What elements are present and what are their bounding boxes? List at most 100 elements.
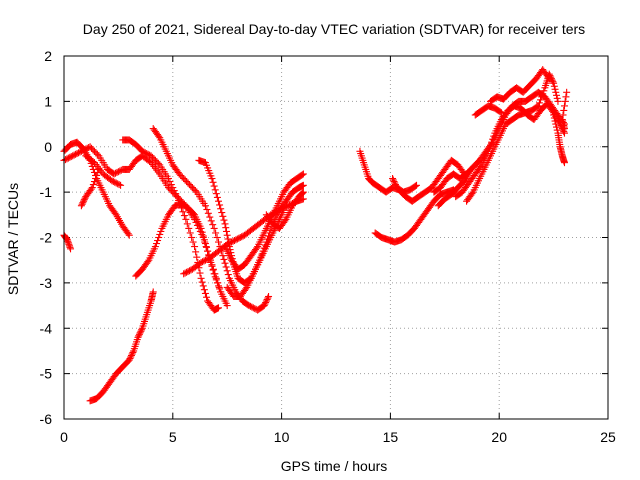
data-point bbox=[223, 267, 231, 275]
data-point bbox=[155, 132, 163, 140]
x-tick-label: 20 bbox=[491, 429, 507, 445]
data-point bbox=[203, 243, 211, 251]
data-point bbox=[146, 157, 154, 165]
data-point bbox=[228, 238, 236, 246]
data-point bbox=[497, 109, 505, 117]
data-point bbox=[180, 175, 188, 183]
data-point bbox=[89, 157, 97, 165]
data-point bbox=[411, 182, 419, 190]
data-point bbox=[281, 217, 289, 225]
data-point bbox=[389, 175, 397, 183]
data-point bbox=[263, 296, 271, 304]
data-point bbox=[548, 76, 556, 84]
y-tick-label: -1 bbox=[40, 184, 53, 200]
data-point bbox=[88, 144, 96, 152]
data-point bbox=[264, 294, 272, 302]
data-point bbox=[539, 90, 547, 98]
data-point bbox=[172, 190, 180, 198]
data-point bbox=[262, 238, 270, 246]
data-point bbox=[262, 297, 270, 305]
data-point bbox=[200, 236, 208, 244]
data-point bbox=[138, 326, 146, 334]
data-point bbox=[544, 73, 552, 81]
data-point bbox=[562, 93, 570, 101]
data-point bbox=[533, 103, 541, 111]
data-point bbox=[486, 141, 494, 149]
data-point bbox=[129, 348, 137, 356]
data-point bbox=[242, 285, 250, 293]
data-point bbox=[467, 165, 475, 173]
data-point bbox=[213, 193, 221, 201]
data-point bbox=[219, 252, 227, 260]
data-point bbox=[109, 178, 117, 186]
series-arc-f bbox=[86, 288, 157, 405]
data-point bbox=[560, 159, 568, 167]
data-point bbox=[201, 240, 209, 248]
data-point bbox=[553, 94, 561, 102]
data-point bbox=[144, 150, 152, 158]
data-point bbox=[63, 155, 71, 163]
data-point bbox=[150, 155, 158, 163]
data-point bbox=[85, 144, 93, 152]
data-point bbox=[261, 300, 269, 308]
data-point bbox=[229, 237, 237, 245]
data-point bbox=[86, 143, 94, 151]
x-tick-label: 25 bbox=[600, 429, 616, 445]
series-arc-o bbox=[356, 147, 416, 205]
data-point bbox=[148, 153, 156, 161]
data-point bbox=[258, 250, 266, 258]
data-point bbox=[95, 165, 103, 173]
data-point bbox=[193, 253, 201, 261]
data-point bbox=[206, 213, 214, 221]
data-point bbox=[155, 234, 163, 241]
data-point bbox=[192, 248, 200, 256]
data-point bbox=[127, 351, 135, 359]
data-point bbox=[551, 85, 559, 93]
data-point bbox=[249, 304, 257, 312]
data-point bbox=[552, 120, 560, 128]
data-point bbox=[477, 162, 485, 170]
data-point bbox=[212, 229, 220, 237]
data-point bbox=[114, 168, 122, 176]
data-point bbox=[554, 97, 562, 105]
data-point bbox=[261, 241, 269, 249]
data-point bbox=[127, 353, 135, 361]
data-point bbox=[212, 276, 220, 284]
series-arc-r bbox=[408, 156, 468, 205]
data-point bbox=[553, 126, 561, 134]
data-point bbox=[125, 231, 133, 239]
data-point bbox=[262, 299, 270, 307]
data-point bbox=[233, 235, 241, 243]
data-point bbox=[93, 150, 101, 158]
data-point bbox=[200, 286, 208, 294]
data-point bbox=[169, 184, 177, 192]
data-point bbox=[265, 292, 273, 300]
data-point bbox=[210, 270, 218, 278]
data-point bbox=[208, 175, 216, 183]
data-point bbox=[173, 193, 181, 201]
data-point bbox=[490, 132, 498, 140]
data-point bbox=[137, 327, 145, 335]
data-point bbox=[183, 220, 191, 228]
data-point bbox=[151, 156, 159, 164]
data-point bbox=[135, 330, 143, 338]
x-tick-label: 0 bbox=[60, 429, 68, 445]
data-point bbox=[167, 181, 175, 189]
y-tick-label: -2 bbox=[40, 230, 53, 246]
data-point bbox=[489, 135, 497, 143]
data-point bbox=[89, 181, 97, 189]
data-point bbox=[138, 147, 146, 155]
data-point bbox=[70, 151, 78, 159]
data-point bbox=[214, 304, 222, 312]
data-point bbox=[216, 201, 224, 209]
data-point bbox=[198, 278, 206, 286]
data-point bbox=[266, 229, 274, 237]
data-point bbox=[257, 253, 265, 261]
data-point bbox=[153, 158, 161, 166]
series-arc-p bbox=[389, 175, 421, 196]
data-point bbox=[66, 153, 74, 161]
data-point bbox=[390, 178, 398, 186]
data-point bbox=[92, 149, 100, 157]
data-point bbox=[559, 111, 567, 119]
